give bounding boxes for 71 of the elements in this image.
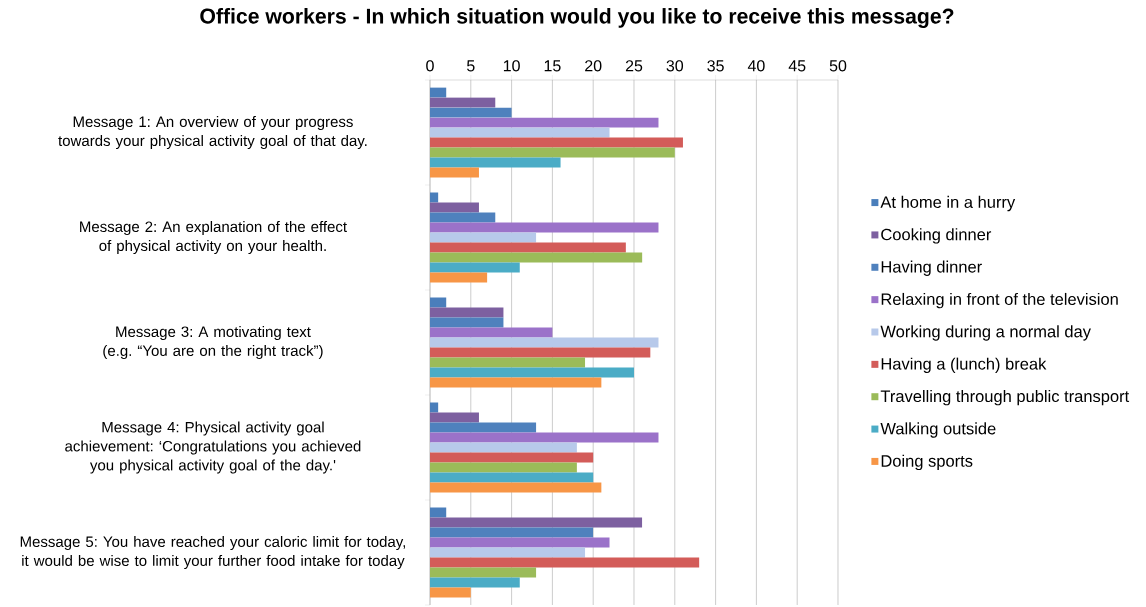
bar (430, 337, 659, 348)
bar (430, 252, 643, 263)
bar (430, 212, 496, 223)
bar (430, 587, 471, 598)
x-tick-label: 15 (544, 60, 561, 72)
bar (430, 202, 479, 213)
bar (430, 232, 537, 243)
bar (430, 452, 594, 463)
x-tick-label: 35 (707, 60, 724, 72)
bar (430, 307, 504, 318)
legend-label: Travelling through public transport (880, 389, 1130, 406)
x-tick-label: 10 (503, 60, 520, 72)
bar (430, 507, 447, 518)
legend-label: Working during a normal day (880, 325, 1091, 341)
bar (430, 567, 537, 578)
x-tick-label: 5 (467, 60, 475, 72)
bar (430, 317, 504, 328)
y-tick-label: Message 5: You have reached your caloric limit for today, it would be wise to limit your further food intake for today (20, 536, 405, 569)
y-tick-label: Message 3: A motivating text (e.g. “You are on the right track”) (103, 326, 323, 359)
bar (430, 432, 659, 443)
y-tick-label: Message 4: Physical activity goal achievement: ‘Congratulations you achieved you physical activity goal of the day.' (65, 421, 361, 474)
chart-title: Office workers - In which situation would you like to receive this message? (200, 8, 954, 28)
y-tick-label: Message 2: An explanation of the effect of physical activity on your health. (80, 221, 347, 254)
bar (430, 147, 675, 158)
y-tick-label: Message 1: An overview of your progress towards your physical activity goal of that day. (58, 116, 367, 149)
bar (430, 327, 553, 338)
bar (430, 242, 626, 253)
bar (430, 472, 594, 483)
bar (430, 107, 512, 118)
legend-label: Cooking dinner (881, 228, 992, 244)
bar (430, 347, 651, 358)
bar (430, 167, 479, 178)
legend-label: Walking outside (880, 422, 996, 438)
bar (430, 97, 496, 108)
legend-label: Having dinner (881, 260, 982, 276)
bar (430, 547, 586, 558)
bar (430, 422, 537, 433)
bar (430, 222, 659, 233)
legend-label: Relaxing in front of the television (881, 292, 1118, 309)
x-tick-label: 30 (666, 60, 684, 72)
x-tick-label: 45 (788, 60, 806, 72)
bar (430, 87, 447, 98)
bar (430, 117, 659, 128)
legend-label: Doing sports (881, 454, 973, 471)
bar (430, 537, 610, 548)
bar (430, 262, 520, 273)
bar (430, 357, 586, 368)
bar (430, 517, 643, 528)
bar (430, 377, 602, 388)
bar (430, 367, 634, 378)
x-tick-label: 0 (426, 60, 434, 72)
bar (430, 442, 577, 453)
x-tick-label: 50 (829, 60, 847, 72)
legend-label: Having a (lunch) break (881, 357, 1047, 373)
bar (430, 297, 447, 308)
x-tick-label: 20 (585, 60, 602, 72)
bar (430, 137, 683, 148)
bar (430, 557, 700, 568)
bar (430, 482, 602, 493)
bar (430, 527, 594, 538)
x-tick-label: 40 (747, 60, 765, 72)
bar (430, 272, 488, 283)
x-tick-label: 25 (625, 60, 643, 72)
bar (430, 402, 439, 413)
legend-label: At home in a hurry (880, 195, 1016, 212)
bar (430, 192, 439, 203)
bar (430, 577, 520, 588)
bar (430, 462, 577, 473)
bar (430, 412, 479, 423)
bar (430, 157, 561, 168)
bar (430, 127, 610, 138)
